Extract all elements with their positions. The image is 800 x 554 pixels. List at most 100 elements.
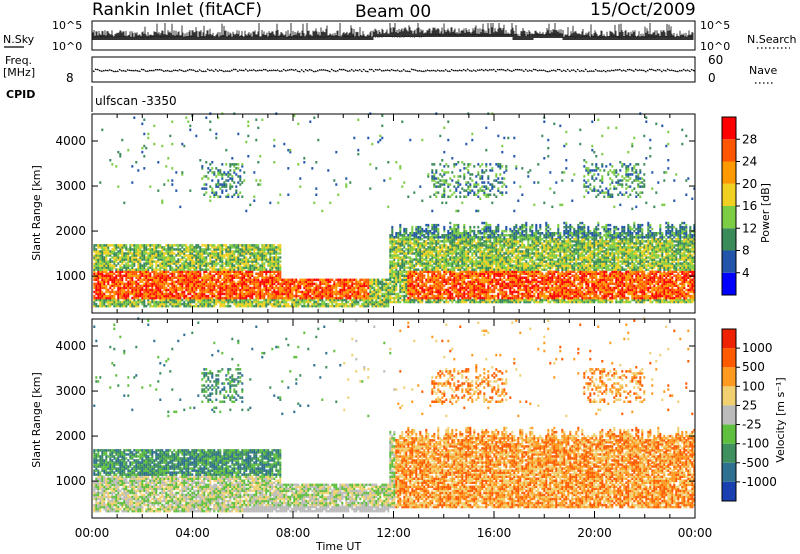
range-gate-cell (463, 238, 466, 241)
range-gate-cell (459, 272, 462, 275)
range-gate-cell (457, 276, 460, 279)
range-gate-cell (237, 276, 240, 279)
range-gate-cell (203, 280, 206, 284)
range-gate-cell (227, 270, 230, 273)
range-gate-cell (201, 254, 204, 257)
range-gate-cell (315, 161, 318, 164)
range-gate-cell (421, 286, 424, 290)
range-gate-cell (209, 298, 212, 302)
range-gate-cell (103, 258, 106, 261)
range-gate-cell (215, 248, 218, 251)
range-gate-cell (341, 294, 344, 298)
range-gate-cell (153, 278, 156, 282)
range-gate-cell (333, 300, 336, 304)
range-gate-cell (149, 292, 152, 296)
range-gate-cell (301, 278, 304, 282)
range-gate-cell (403, 296, 406, 300)
range-gate-cell (175, 280, 178, 284)
range-gate-cell (95, 276, 98, 279)
range-gate-cell (351, 282, 354, 286)
range-gate-cell (195, 280, 198, 284)
range-gate-cell (115, 284, 118, 288)
range-gate-cell (277, 292, 280, 296)
range-gate-cell (425, 227, 428, 231)
range-gate-cell (151, 258, 154, 261)
range-gate-cell (431, 225, 434, 229)
range-gate-cell (395, 232, 398, 235)
range-gate-cell (227, 304, 230, 308)
range-gate-cell (475, 298, 478, 302)
nsearch-curve (92, 33, 694, 39)
range-gate-cell (205, 274, 208, 277)
range-gate-cell (389, 270, 392, 273)
range-gate-cell (151, 280, 154, 284)
range-gate-cell (229, 177, 232, 180)
range-gate-cell (467, 232, 470, 235)
range-gate-cell (227, 300, 230, 304)
range-gate-cell (109, 286, 112, 290)
range-gate-cell (213, 300, 216, 304)
range-gate-cell (143, 300, 146, 304)
range-gate-cell (457, 181, 460, 184)
range-gate-cell (203, 264, 206, 267)
range-gate-cell (467, 274, 470, 277)
range-gate-cell (449, 294, 452, 298)
range-gate-cell (161, 280, 164, 284)
range-gate-cell (167, 292, 170, 296)
range-gate-cell (217, 298, 220, 302)
range-gate-cell (105, 252, 108, 255)
range-gate-cell (471, 274, 474, 277)
range-gate-cell (207, 274, 210, 277)
range-gate-cell (427, 232, 430, 235)
range-gate-cell (245, 140, 248, 144)
range-gate-cell (403, 298, 406, 302)
range-gate-cell (289, 284, 292, 288)
range-gate-cell (453, 175, 456, 178)
range-gate-cell (185, 250, 188, 253)
range-gate-cell (207, 302, 210, 306)
range-gate-cell (459, 266, 462, 269)
range-gate-cell (247, 260, 250, 263)
range-gate-cell (117, 282, 120, 286)
range-gate-cell (167, 264, 170, 267)
range-gate-cell (385, 286, 388, 290)
range-gate-cell (115, 256, 118, 259)
range-gate-cell (411, 288, 414, 292)
range-gate-cell (165, 302, 168, 306)
range-gate-cell (243, 254, 246, 257)
range-gate-cell (133, 270, 136, 273)
range-gate-cell (409, 286, 412, 290)
range-gate-cell (205, 250, 208, 253)
range-gate-cell (159, 266, 162, 269)
range-gate-cell (133, 264, 136, 267)
range-gate-cell (181, 274, 184, 277)
range-gate-cell (429, 264, 432, 267)
range-gate-cell (133, 274, 136, 277)
range-gate-cell (165, 278, 168, 282)
range-gate-cell (433, 234, 436, 237)
range-gate-cell (171, 294, 174, 298)
range-gate-cell (433, 280, 436, 284)
range-gate-cell (217, 195, 220, 198)
range-gate-cell (405, 227, 408, 231)
range-gate-cell (229, 183, 232, 186)
range-gate-cell (413, 294, 416, 298)
range-gate-cell (117, 284, 120, 288)
range-gate-cell (407, 270, 410, 273)
range-gate-cell (409, 236, 412, 239)
range-gate-cell (439, 246, 442, 249)
range-gate-cell (333, 286, 336, 290)
range-gate-cell (197, 250, 200, 253)
range-gate-cell (443, 173, 446, 176)
range-gate-cell (401, 266, 404, 269)
range-gate-cell (131, 280, 134, 284)
range-gate-cell (467, 270, 470, 273)
range-gate-cell (93, 286, 96, 290)
range-gate-cell (117, 272, 120, 275)
range-gate-cell (369, 300, 372, 304)
range-gate-cell (441, 236, 444, 239)
range-gate-cell (265, 290, 268, 294)
range-gate-cell (297, 282, 300, 286)
range-gate-cell (183, 144, 186, 148)
range-gate-cell (255, 264, 258, 267)
